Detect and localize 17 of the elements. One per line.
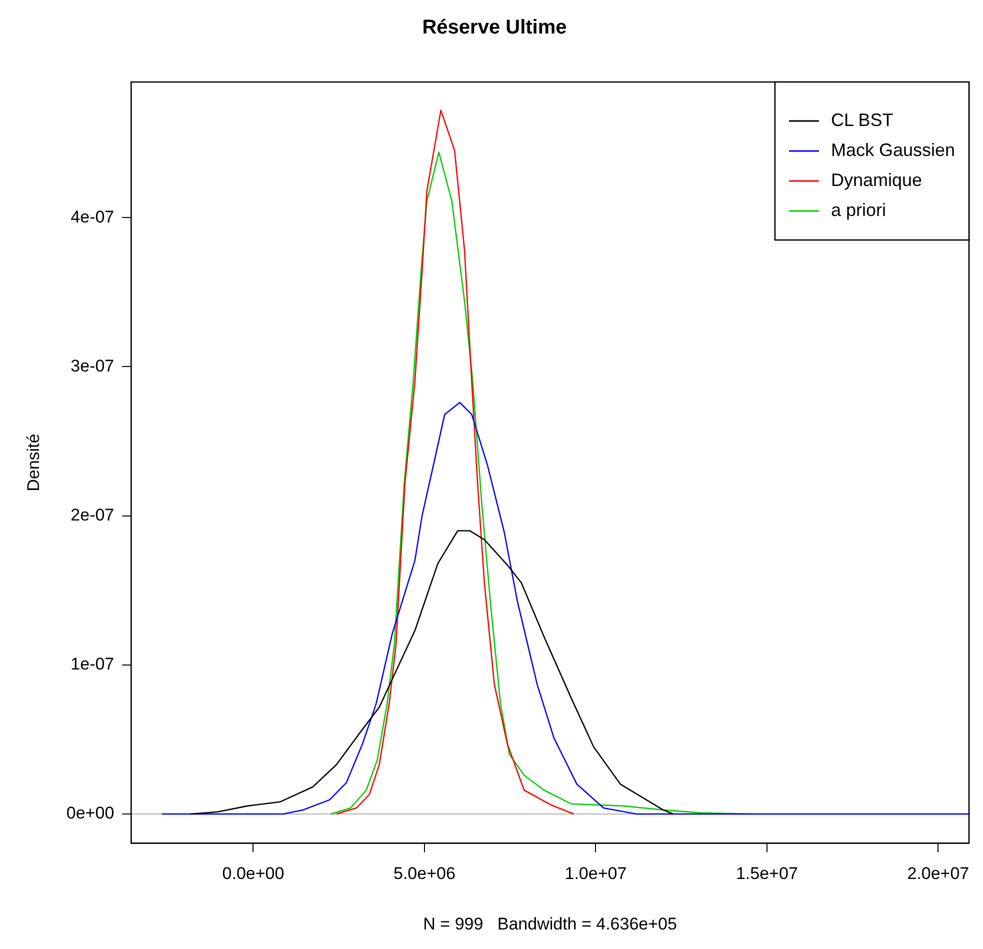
y-tick-label: 4e-07: [70, 207, 114, 226]
y-tick-label: 1e-07: [70, 654, 114, 674]
x-tick-label: 2.0e+07: [907, 864, 970, 884]
legend-label: CL BST: [830, 110, 894, 130]
x-tick-label: 1.0e+07: [564, 864, 627, 884]
y-axis-title: Densité: [24, 434, 43, 492]
x-axis-title: N = 999 Bandwidth = 4.636e+05: [423, 914, 677, 934]
legend-label: a priori: [830, 200, 886, 220]
x-tick-label: 0.0e+00: [222, 864, 284, 884]
chart-title: Réserve Ultime: [422, 16, 567, 39]
y-tick-label: 0e+00: [66, 804, 114, 823]
legend-label: Mack Gaussien: [830, 140, 956, 160]
legend-label: Dynamique: [830, 170, 922, 190]
x-tick-label: 5.0e+06: [394, 864, 456, 884]
x-tick-label: 1.5e+07: [736, 864, 798, 884]
y-tick-label: 2e-07: [70, 506, 114, 525]
y-tick-label: 3e-07: [70, 356, 114, 376]
